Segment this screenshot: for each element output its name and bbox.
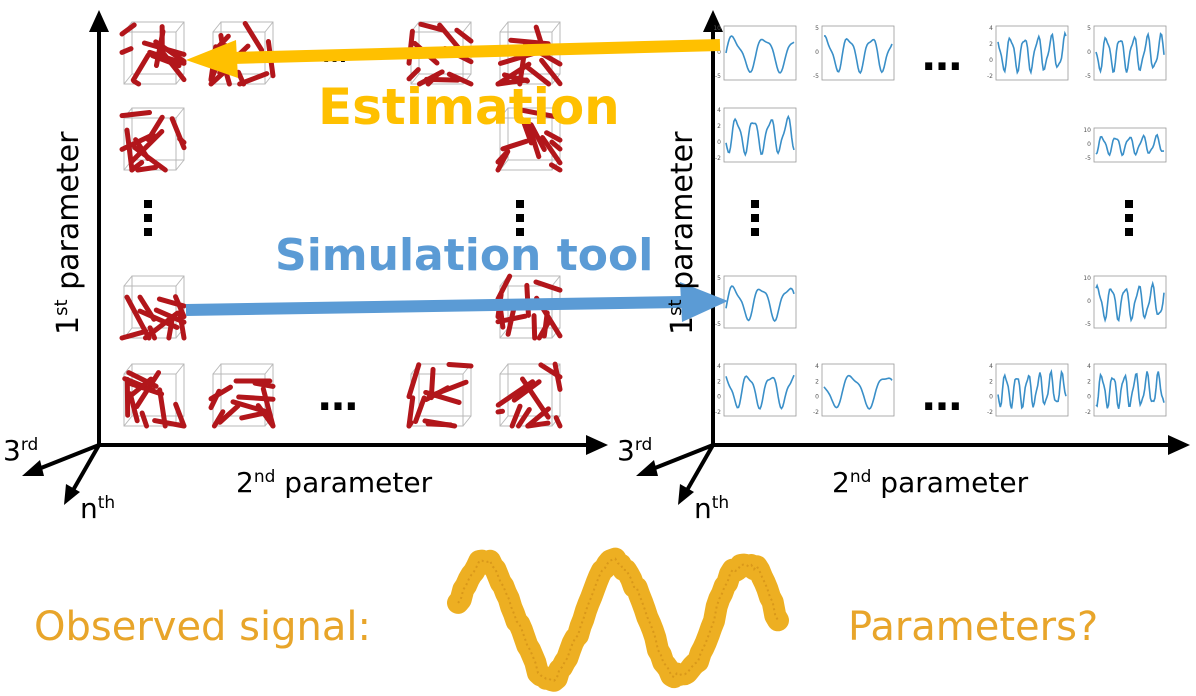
observed-signal-label: Observed signal: <box>34 604 371 650</box>
plot-tick-label: 2 <box>815 378 819 385</box>
plot-tick-label: 2 <box>989 41 993 48</box>
signal-plot-icon: 10 0 -5 <box>1083 127 1167 163</box>
parameters-label: Parameters? <box>848 604 1098 650</box>
left-axes <box>22 10 608 505</box>
right-vertical-ellipsis-2 <box>1125 200 1133 236</box>
fiber-structure-icon <box>122 363 187 429</box>
left-bottom-ellipsis: … <box>318 374 358 420</box>
plot-tick-label: 4 <box>717 107 721 114</box>
plot-tick-label: 0 <box>1087 394 1091 401</box>
plot-tick-label: -5 <box>1085 73 1091 80</box>
signal-plot-icon: 4 2 0 -2 <box>813 363 895 417</box>
fiber-structure-icon <box>406 361 474 429</box>
plot-tick-label: 5 <box>717 275 721 282</box>
left-vertical-ellipsis-1 <box>144 200 152 236</box>
signal-plot-icon: 5 0 -5 <box>813 25 895 81</box>
plot-tick-label: 4 <box>1087 363 1091 370</box>
left-n-axis-label: nth <box>80 492 115 525</box>
simulation-label: Simulation tool <box>275 230 653 281</box>
fiber-structure-icon <box>119 275 187 341</box>
plot-tick-label: 2 <box>1087 378 1091 385</box>
plot-tick-label: -2 <box>987 409 993 416</box>
plot-tick-label: 0 <box>1087 141 1091 148</box>
plot-tick-label: -2 <box>715 409 721 416</box>
right-z-axis-label: 3rd <box>617 434 652 467</box>
plot-tick-label: -5 <box>1085 321 1091 328</box>
signal-plot-icon: 4 2 0 -2 <box>715 107 797 163</box>
plot-tick-label: 0 <box>815 49 819 56</box>
plot-tick-label: 2 <box>717 123 721 130</box>
right-bottom-ellipsis: … <box>922 374 962 420</box>
right-n-axis-label: nth <box>694 492 729 525</box>
plot-tick-label: 5 <box>1087 25 1091 32</box>
plot-tick-label: -2 <box>813 409 819 416</box>
fiber-structure-icon <box>495 107 563 173</box>
plot-tick-label: 2 <box>989 378 993 385</box>
plot-tick-label: -5 <box>715 321 721 328</box>
right-x-axis-label: 2nd parameter <box>832 466 1029 499</box>
left-x-axis-label: 2nd parameter <box>236 466 433 499</box>
simulation-arrow <box>185 282 728 322</box>
plot-tick-label: 0 <box>717 49 721 56</box>
plot-tick-label: 0 <box>989 57 993 64</box>
fiber-structure-icon <box>119 21 187 87</box>
plot-tick-label: 4 <box>815 363 819 370</box>
plot-tick-label: -5 <box>715 73 721 80</box>
fiber-structure-icon <box>208 363 276 429</box>
plot-tick-label: -2 <box>987 73 993 80</box>
signal-plot-icon: 50-5 <box>715 275 797 329</box>
plot-tick-label: 10 <box>713 25 721 32</box>
right-vertical-ellipsis-1 <box>751 200 759 236</box>
estimation-label: Estimation <box>318 78 620 136</box>
fiber-structure-icon <box>119 107 187 173</box>
left-z-axis-label: 3rd <box>3 434 38 467</box>
signal-plot-icon: 4 2 0 -2 <box>715 363 797 417</box>
plot-tick-label: 0 <box>1087 49 1091 56</box>
left-vertical-ellipsis-2 <box>516 200 524 236</box>
plot-tick-label: 0 <box>815 394 819 401</box>
plot-tick-label: 0 <box>989 394 993 401</box>
right-y-axis-label: 1st parameter <box>665 131 700 335</box>
signal-plot-icon: 10 0 -5 <box>1083 275 1167 329</box>
plot-tick-label: 4 <box>717 363 721 370</box>
signal-plot-icon: 4 2 0 -2 <box>987 25 1069 81</box>
plot-tick-label: 10 <box>1083 127 1091 134</box>
plot-tick-label: -5 <box>813 73 819 80</box>
plot-tick-label: 10 <box>1083 275 1091 282</box>
left-y-axis-label: 1st parameter <box>51 131 86 335</box>
signal-plot-icon: 4 2 0 -2 <box>987 363 1069 417</box>
plot-tick-label: 4 <box>989 363 993 370</box>
signal-plot-icon: 5 0 -5 <box>1085 25 1167 81</box>
signal-plot-icon: 4 2 0 -2 <box>1085 363 1167 417</box>
fiber-structure-icon <box>495 361 563 429</box>
signal-plot-icon: 10 0 -5 <box>713 25 797 81</box>
estimation-arrow <box>186 39 721 78</box>
plot-tick-label: 0 <box>717 139 721 146</box>
right-axes <box>636 10 1190 505</box>
plot-tick-label: 2 <box>717 378 721 385</box>
plot-tick-label: -5 <box>1085 155 1091 162</box>
plot-tick-label: 0 <box>1087 298 1091 305</box>
plot-tick-label: -2 <box>715 155 721 162</box>
observed-signal-icon <box>447 547 789 692</box>
signal-plot-grid: 100-550-5420-250-5420-2100-550-5100-5420… <box>713 25 1167 417</box>
plot-tick-label: 0 <box>717 394 721 401</box>
plot-tick-label: 4 <box>989 25 993 32</box>
plot-tick-label: 5 <box>815 25 819 32</box>
right-top-ellipsis: … <box>922 34 962 80</box>
plot-tick-label: -2 <box>1085 409 1091 416</box>
